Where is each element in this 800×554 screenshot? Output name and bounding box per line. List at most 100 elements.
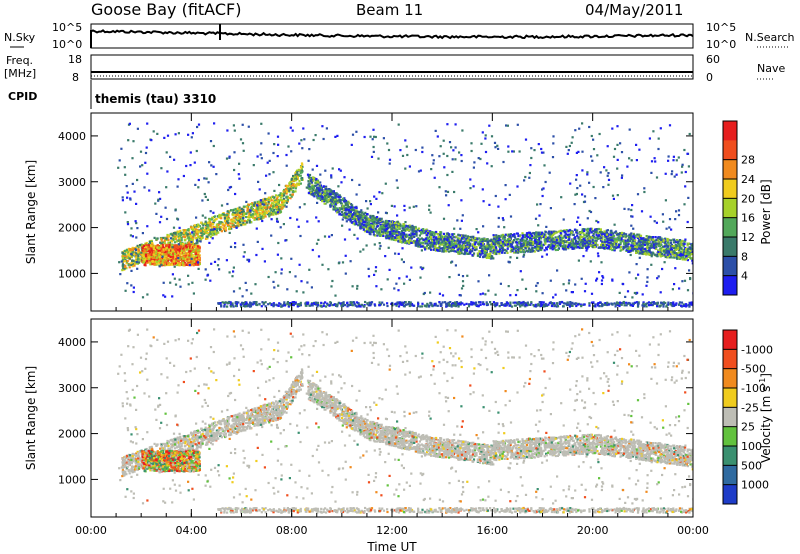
power-cell	[594, 243, 597, 247]
power-cell	[197, 252, 200, 255]
power-cell	[143, 249, 146, 252]
power-cell	[388, 225, 392, 229]
freq-label-1: Freq.	[6, 54, 33, 67]
power-cell	[374, 229, 377, 232]
power-cell	[330, 196, 333, 199]
power-cell	[292, 189, 295, 193]
power-cell	[610, 247, 613, 250]
power-cell	[444, 250, 448, 253]
power-cell	[324, 191, 327, 194]
power-cell	[225, 222, 228, 225]
power-cell	[465, 240, 468, 243]
power-cell	[420, 228, 423, 231]
power-cell	[381, 220, 384, 223]
power-cell	[365, 215, 368, 218]
power-cell	[433, 247, 436, 250]
power-cell	[382, 224, 385, 227]
power-cell	[168, 262, 171, 265]
power-cell	[278, 194, 281, 197]
power-cell	[372, 225, 375, 228]
power-cell	[624, 246, 627, 249]
power-cell	[331, 200, 334, 203]
power-cell	[282, 192, 285, 195]
power-cell	[279, 211, 282, 214]
power-cell	[656, 237, 659, 240]
power-cell	[596, 237, 599, 240]
power-cell	[159, 241, 162, 244]
power-cell	[296, 169, 299, 172]
power-cell	[604, 235, 607, 238]
power-cell	[414, 230, 417, 233]
power-cell	[432, 236, 435, 239]
power-cell	[227, 211, 230, 214]
power-cell	[310, 181, 314, 184]
power-cell	[391, 228, 394, 231]
power-cell	[196, 234, 200, 237]
power-cell	[666, 256, 669, 259]
power-cell	[306, 173, 310, 176]
power-cell	[568, 238, 571, 241]
power-cell	[274, 201, 277, 204]
power-cell	[446, 238, 449, 241]
power-cell	[170, 232, 173, 235]
power-cell	[236, 222, 239, 225]
power-cell	[321, 192, 324, 195]
power-cell	[289, 187, 292, 190]
power-cell	[566, 241, 569, 244]
power-cell	[169, 255, 172, 258]
power-cell	[278, 203, 281, 206]
power-cell	[272, 212, 275, 215]
power-cell	[148, 260, 151, 263]
power-cell	[130, 254, 133, 257]
power-cell	[347, 215, 350, 218]
power-cell	[467, 241, 470, 244]
power-cell	[390, 238, 393, 241]
power-cell	[318, 189, 321, 192]
power-cell	[396, 228, 399, 231]
power-cell	[189, 238, 192, 241]
power-cell	[417, 242, 420, 245]
power-cell	[175, 231, 179, 234]
power-cell	[139, 257, 142, 260]
power-cell	[242, 223, 245, 226]
power-cell	[375, 222, 379, 225]
power-cell	[595, 231, 599, 234]
power-cell	[404, 229, 407, 232]
power-cell	[161, 250, 164, 253]
power-cell	[191, 256, 194, 259]
power-cell	[200, 221, 203, 224]
power-cell	[147, 248, 150, 251]
power-cell	[487, 244, 490, 247]
power-cell	[231, 213, 234, 216]
power-cell	[360, 211, 363, 214]
power-cell	[347, 212, 350, 215]
power-cell	[150, 254, 153, 257]
power-cell	[285, 201, 288, 204]
power-cell	[130, 256, 133, 259]
power-cell	[315, 195, 319, 198]
power-cell	[167, 249, 171, 252]
power-cell	[676, 242, 679, 245]
power-cell	[132, 259, 135, 263]
power-cell	[326, 201, 329, 204]
power-cell	[311, 190, 314, 193]
power-cell	[362, 223, 365, 227]
power-cell	[283, 204, 286, 207]
power-cell	[432, 231, 435, 234]
power-cell	[295, 184, 298, 187]
power-cell	[480, 244, 483, 248]
power-cell	[574, 228, 577, 231]
power-cell	[322, 185, 325, 188]
power-cell	[175, 240, 179, 243]
power-cell	[229, 225, 232, 228]
power-cell	[209, 232, 212, 235]
power-cell	[139, 244, 142, 247]
power-cell	[444, 241, 447, 244]
power-cell	[184, 244, 188, 247]
power-cell	[483, 252, 486, 255]
power-cell	[316, 197, 319, 200]
power-cell	[207, 224, 210, 227]
power-cell	[163, 250, 166, 254]
power-cell	[255, 218, 258, 221]
